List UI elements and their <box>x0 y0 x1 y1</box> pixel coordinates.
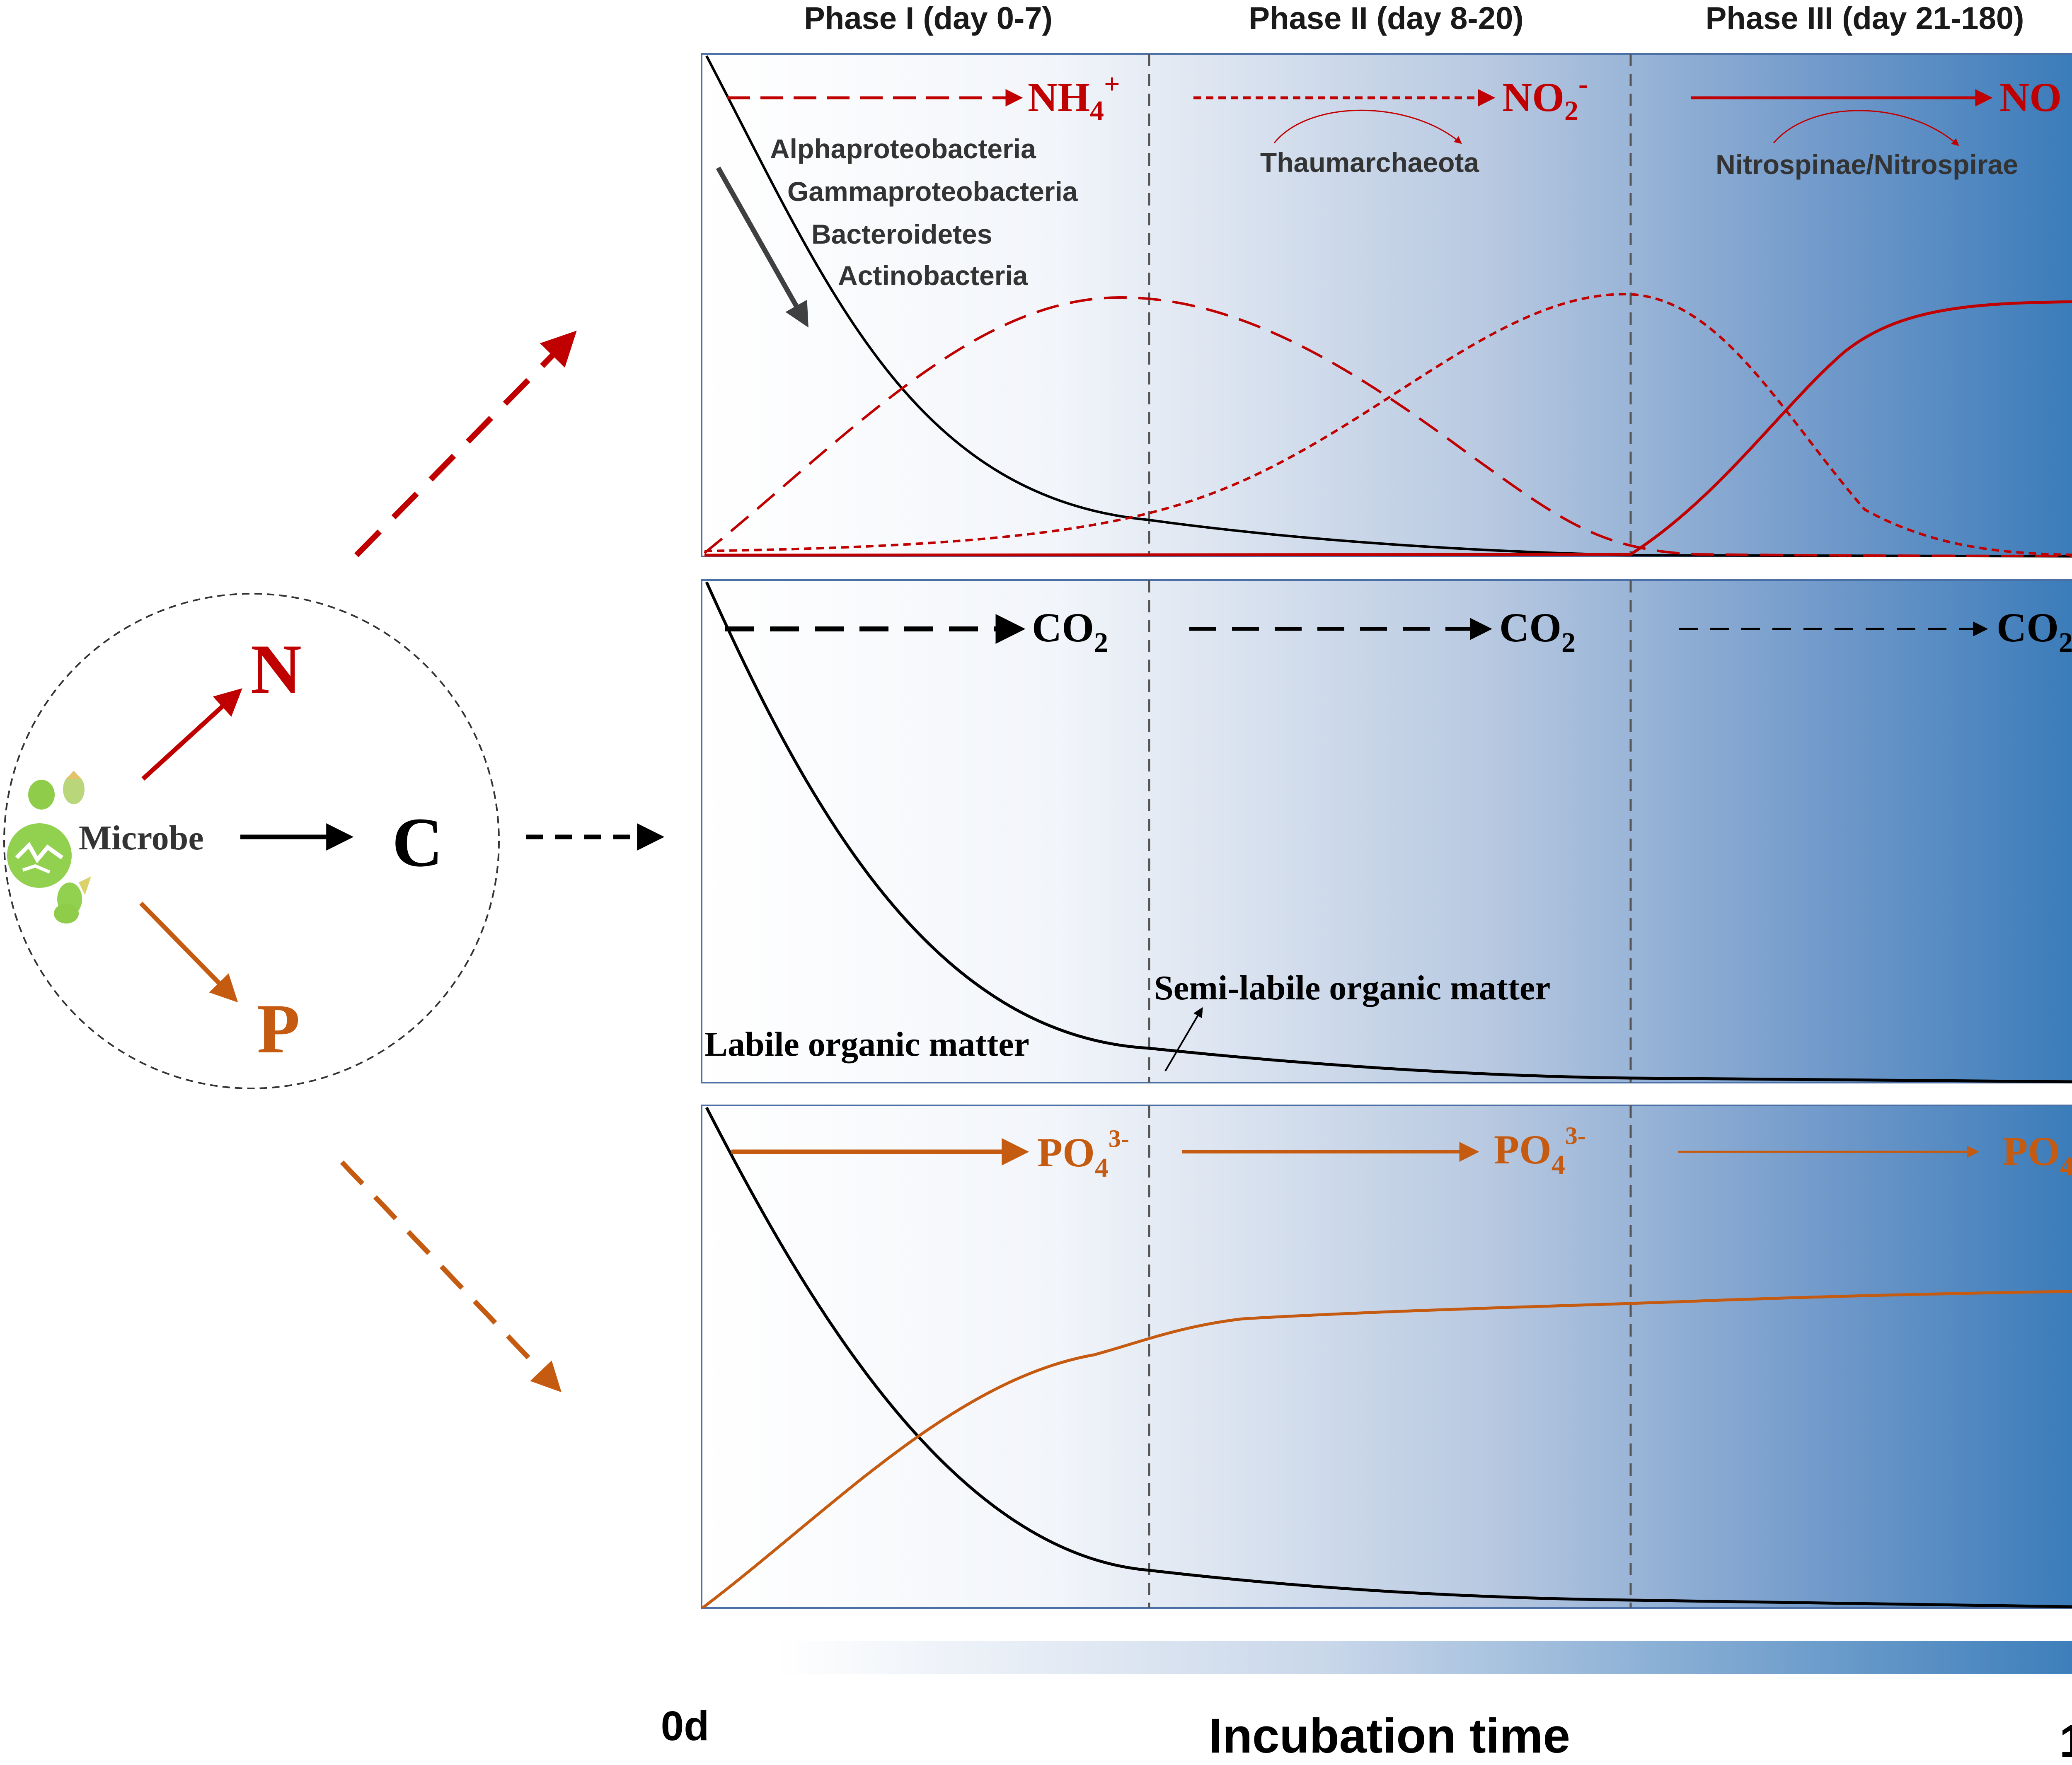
taxon-nitrospinae-nitrospirae: Nitrospinae/Nitrospirae <box>1716 149 2018 180</box>
p-label: P <box>257 990 300 1068</box>
taxon-actinobacteria: Actinobacteria <box>838 260 1029 291</box>
semi-labile-pointer-arrow <box>1164 1007 1203 1072</box>
nitrite-label: NO2- <box>1502 68 1588 126</box>
carbon-decay-curve <box>705 581 2072 1083</box>
panel-carbon-background <box>701 579 2072 1083</box>
microbe-circle-group: Microbe N C P <box>3 593 500 1089</box>
taxon-alphaproteobacteria: Alphaproteobacteria <box>770 133 1036 164</box>
phase-1-label: Phase I (day 0-7) <box>804 1 1053 36</box>
panel-nitrogen <box>701 53 2072 557</box>
taxon-bacteroidetes: Bacteroidetes <box>811 219 992 249</box>
phosphate-label-phase3: PO43- <box>2002 1124 2072 1182</box>
taxa-succession-arrow <box>716 167 808 328</box>
axis-start-label: 0d <box>661 1703 709 1749</box>
taxon-gammaproteobacteria: Gammaproteobacteria <box>787 176 1078 207</box>
phase-2-label: Phase II (day 8-20) <box>1249 1 1523 36</box>
n-label: N <box>251 630 302 708</box>
taxon-thaumarchaeota: Thaumarchaeota <box>1260 147 1479 178</box>
panel-phosphorus-background <box>701 1105 2072 1609</box>
microbe-label: Microbe <box>79 819 204 857</box>
phase-3-label: Phase III (day 21-180) <box>1706 1 2024 36</box>
circle-to-phosphorus-arrow <box>340 1160 562 1393</box>
microbe-circle <box>3 593 500 1089</box>
axis-end-label: 180d <box>2060 1716 2072 1765</box>
co2-label-phase1: CO2 <box>1032 604 1108 658</box>
panel-carbon <box>701 579 2072 1083</box>
nitrate-curve <box>704 300 2072 557</box>
microbe-cells-icon <box>7 771 91 924</box>
panel-phosphorus <box>701 1105 2072 1609</box>
phase-dividers <box>1148 54 1632 1608</box>
nitrite-curve <box>704 293 2072 556</box>
phosphorus-organic-decay-curve <box>705 1107 2072 1608</box>
phosphate-label-phase1: PO43- <box>1037 1125 1129 1183</box>
semi-labile-organic-matter-label: Semi-labile organic matter <box>1154 969 1550 1007</box>
nitrogen-curves <box>704 55 2072 558</box>
co2-label-phase2: CO2 <box>1499 604 1576 658</box>
phosphate-label-phase2: PO43- <box>1494 1122 1586 1180</box>
thaumarchaeota-curved-arrow <box>1273 109 1462 144</box>
circle-to-nitrogen-arrow <box>354 331 577 557</box>
microbe-to-n-arrow <box>141 688 242 781</box>
incubation-time-axis-arrow <box>775 1641 2072 1674</box>
axis-title: Incubation time <box>1209 1709 1570 1763</box>
microbe-to-p-arrow <box>139 902 238 1003</box>
c-label: C <box>392 803 443 881</box>
nitrate-label: NO 3- <box>1999 68 2072 126</box>
ammonium-label: NH4+ <box>1028 68 1120 126</box>
ammonium-curve <box>704 296 2072 557</box>
labile-organic-matter-label: Labile organic matter <box>704 1025 1029 1064</box>
phosphate-curve <box>701 1290 2072 1609</box>
nitrospinae-curved-arrow <box>1773 110 1959 146</box>
co2-label-phase3: CO2 <box>1997 604 2072 658</box>
panel-nitrogen-background <box>701 53 2072 557</box>
